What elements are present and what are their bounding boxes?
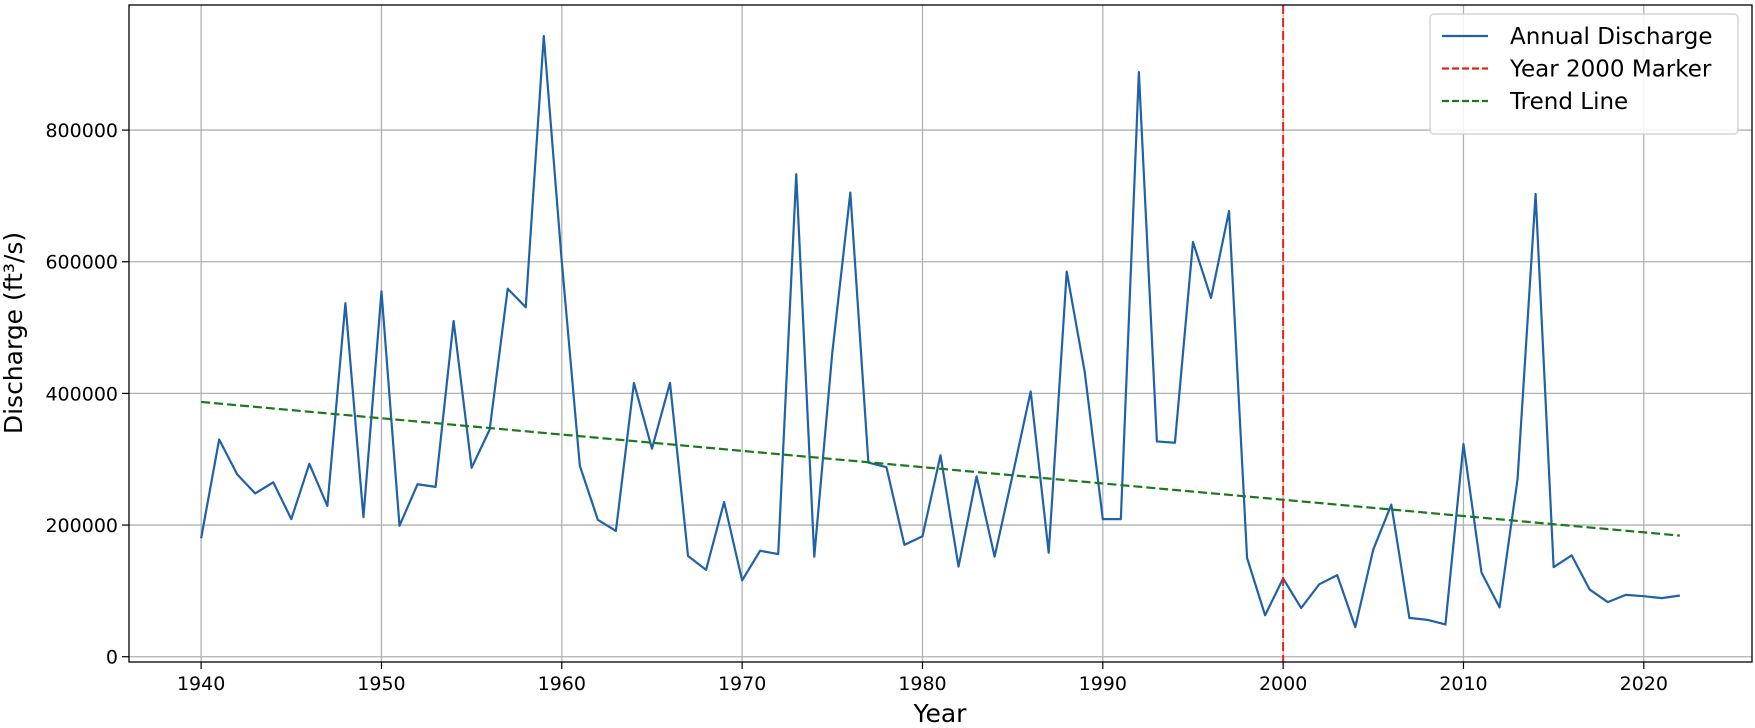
x-axis-label: Year — [913, 699, 968, 728]
x-tick-label: 1940 — [177, 673, 225, 695]
y-tick-label: 400000 — [45, 383, 118, 405]
plot-frame — [128, 4, 1753, 663]
y-tick-label: 0 — [106, 647, 118, 669]
y-axis-label: Discharge (ft³/s) — [0, 232, 28, 434]
x-tick-label: 1980 — [898, 673, 946, 695]
x-tick-label: 1970 — [718, 673, 766, 695]
x-tick-label: 2010 — [1439, 673, 1487, 695]
legend-entries: Annual Discharge Year 2000 Marker Trend Li… — [1442, 24, 1712, 115]
x-tick-label: 2020 — [1620, 673, 1668, 695]
legend: Annual Discharge Year 2000 Marker Trend Li… — [1429, 13, 1739, 135]
y-axis-ticks: 0 200000 400000 600000 800000 — [45, 120, 129, 669]
x-tick-label: 1990 — [1079, 673, 1127, 695]
trend-line-legend-label: Trend Line — [1509, 89, 1628, 115]
series-layer — [200, 5, 1681, 662]
year-2000-marker-legend-label: Year 2000 Marker — [1509, 57, 1712, 83]
x-axis-ticks: 1940 1950 1960 1970 1980 1990 2000 2010 2020 — [177, 662, 1668, 695]
x-tick-label: 1950 — [357, 673, 405, 695]
y-tick-label: 200000 — [45, 515, 118, 537]
annual-discharge-line — [200, 34, 1681, 629]
legend-box — [1429, 13, 1739, 135]
trend-line-line — [201, 400, 1680, 537]
annual-discharge-legend-label: Annual Discharge — [1510, 24, 1712, 50]
x-tick-label: 2000 — [1259, 673, 1307, 695]
y-tick-label: 800000 — [45, 120, 118, 142]
x-tick-label: 1960 — [538, 673, 586, 695]
y-tick-label: 600000 — [45, 252, 118, 274]
